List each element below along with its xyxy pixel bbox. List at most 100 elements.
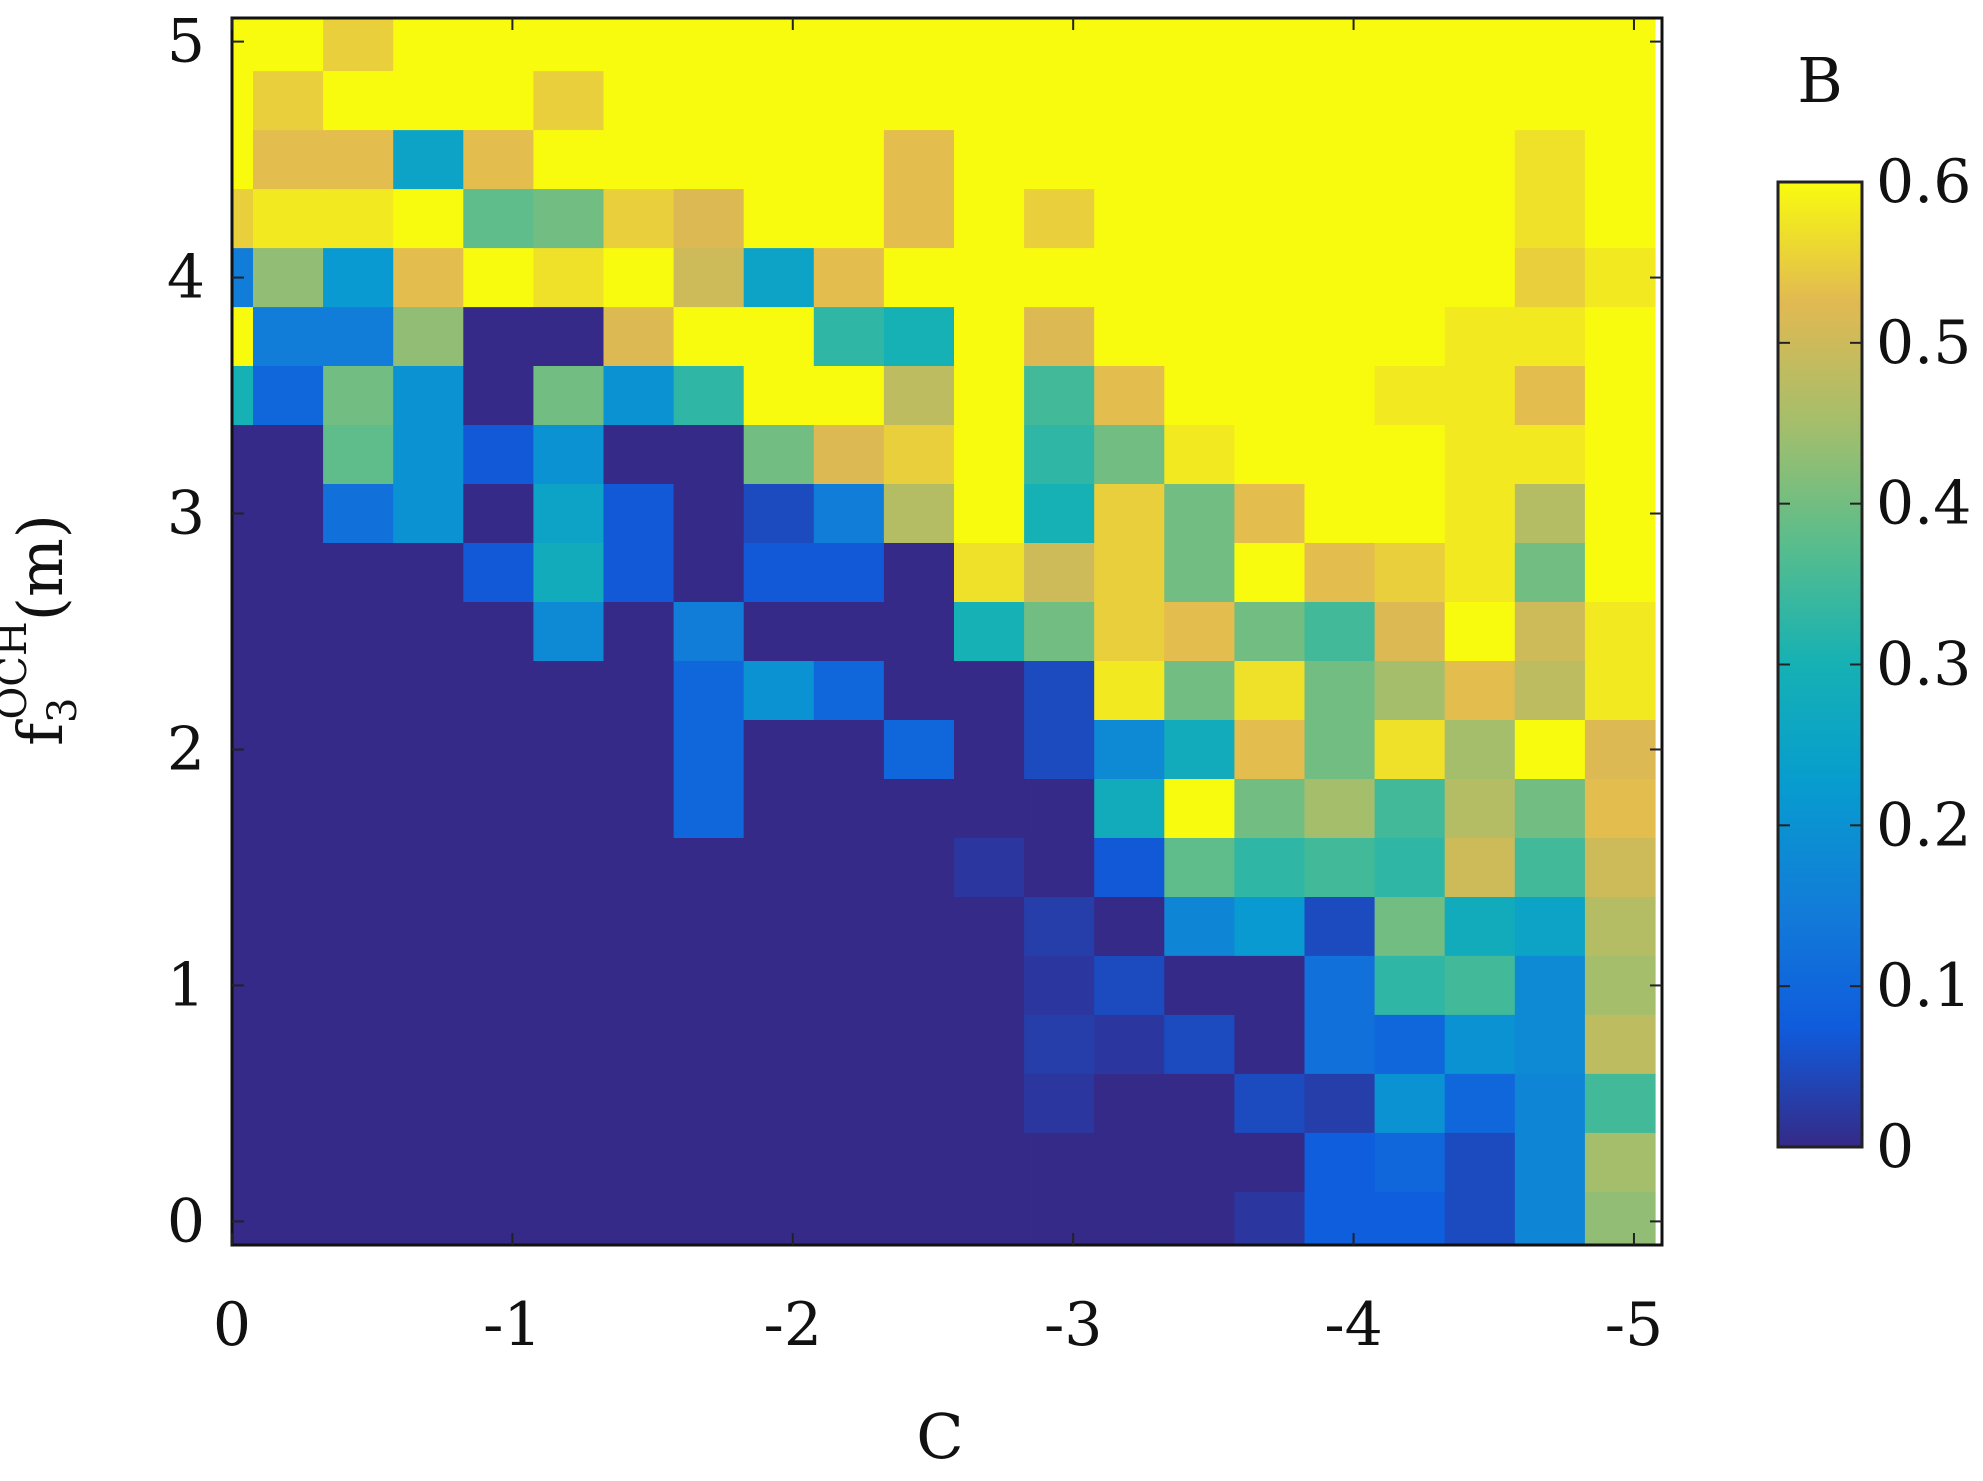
heatmap-cell: [1094, 425, 1165, 485]
heatmap-cell: [1374, 18, 1446, 72]
heatmap-cell: [1234, 1191, 1306, 1246]
heatmap-cell: [1094, 661, 1165, 721]
heatmap-cell: [813, 307, 885, 367]
heatmap-cell: [232, 543, 254, 603]
heatmap-cell: [743, 1073, 815, 1134]
heatmap-cell: [253, 661, 324, 721]
heatmap-cell: [743, 661, 815, 721]
heatmap-cell: [673, 661, 745, 721]
heatmap-cell: [323, 307, 394, 367]
heatmap-cell: [1024, 307, 1095, 367]
heatmap-cell: [1094, 366, 1165, 426]
heatmap-cell: [253, 484, 324, 544]
heatmap-cell: [1234, 248, 1306, 308]
heatmap-cell: [1234, 955, 1306, 1016]
heatmap-cell: [743, 1014, 815, 1075]
heatmap-cell: [954, 955, 1025, 1016]
heatmap-cell: [1094, 1073, 1165, 1134]
heatmap-cell: [954, 1014, 1025, 1075]
heatmap-cell: [883, 248, 955, 308]
heatmap-cell: [463, 366, 534, 426]
heatmap-cell: [323, 189, 394, 249]
heatmap-cell: [1374, 366, 1446, 426]
heatmap-cell: [1234, 602, 1306, 662]
heatmap-cell: [463, 897, 534, 957]
heatmap-cell: [463, 248, 534, 308]
heatmap-cell: [1514, 1073, 1586, 1134]
y-tick-label: 1: [167, 950, 205, 1020]
heatmap-cell: [1374, 1014, 1446, 1075]
heatmap-cell: [393, 955, 464, 1016]
heatmap-cell: [1514, 130, 1586, 190]
heatmap-cell: [603, 71, 675, 131]
heatmap-cell: [813, 130, 885, 190]
heatmap-cell: [393, 1014, 464, 1075]
heatmap-cell: [954, 779, 1025, 839]
heatmap-cell: [1304, 543, 1376, 603]
heatmap-cell: [1374, 484, 1446, 544]
heatmap-cell: [463, 1132, 534, 1193]
heatmap-cell: [232, 425, 254, 485]
heatmap-cell: [954, 130, 1025, 190]
heatmap-cell: [323, 484, 394, 544]
heatmap-cell: [1024, 1132, 1095, 1193]
heatmap-cell: [603, 661, 675, 721]
heatmap-cell: [1374, 720, 1446, 780]
heatmap-cell: [1514, 955, 1586, 1016]
x-axis-ticks: 0 -1 -2 -3 -4 -5: [213, 18, 1663, 1360]
heatmap-cell: [603, 189, 675, 249]
heatmap-cell: [813, 661, 885, 721]
heatmap-cell: [883, 720, 955, 780]
heatmap-cell: [1304, 720, 1376, 780]
heatmap-cell: [1374, 1132, 1446, 1193]
heatmap-cell: [323, 1014, 394, 1075]
heatmap-cell: [1304, 18, 1376, 72]
heatmap-cell: [533, 955, 605, 1016]
heatmap-cell: [1584, 602, 1656, 662]
heatmap-cell: [1304, 661, 1376, 721]
heatmap-cell: [883, 307, 955, 367]
heatmap-cell: [533, 307, 605, 367]
heatmap-cell: [253, 248, 324, 308]
heatmap-cell: [954, 1191, 1025, 1246]
heatmap-cell: [393, 779, 464, 839]
heatmap-cell: [813, 366, 885, 426]
heatmap-cell: [954, 602, 1025, 662]
heatmap-cell: [813, 543, 885, 603]
heatmap-cell: [253, 130, 324, 190]
heatmap-cell: [1234, 720, 1306, 780]
heatmap-cell: [393, 189, 464, 249]
heatmap-cell: [1584, 366, 1656, 426]
y-tick-label: 5: [167, 7, 205, 77]
heatmap-cell: [533, 602, 605, 662]
heatmap-cell: [463, 838, 534, 898]
heatmap-cell: [1234, 1132, 1306, 1193]
heatmap-cell: [1234, 779, 1306, 839]
heatmap-cell: [1234, 484, 1306, 544]
heatmap-cell: [463, 189, 534, 249]
heatmap-cell: [954, 18, 1025, 72]
heatmap-cell: [1584, 189, 1656, 249]
heatmap-cell: [1444, 1132, 1516, 1193]
heatmap-cell: [883, 1014, 955, 1075]
heatmap-cell: [393, 661, 464, 721]
heatmap-cell: [1164, 955, 1235, 1016]
heatmap-cell: [1234, 897, 1306, 957]
heatmap-cell: [253, 1014, 324, 1075]
heatmap-cell: [1094, 71, 1165, 131]
heatmap-cell: [673, 838, 745, 898]
heatmap-cell: [1304, 955, 1376, 1016]
heatmap-cell: [1374, 248, 1446, 308]
heatmap-cell: [393, 543, 464, 603]
heatmap-cell: [603, 307, 675, 367]
heatmap-cell: [1304, 307, 1376, 367]
heatmap-cell: [323, 543, 394, 603]
y-axis-label-sup: OCH: [0, 621, 36, 719]
heatmap-cell: [1374, 897, 1446, 957]
heatmap-cell: [813, 1014, 885, 1075]
heatmap-cell: [1584, 661, 1656, 721]
heatmap-cell: [1164, 307, 1235, 367]
heatmap-cell: [1024, 1191, 1095, 1246]
heatmap-cell: [603, 1014, 675, 1075]
heatmap-cell: [1514, 1191, 1586, 1246]
